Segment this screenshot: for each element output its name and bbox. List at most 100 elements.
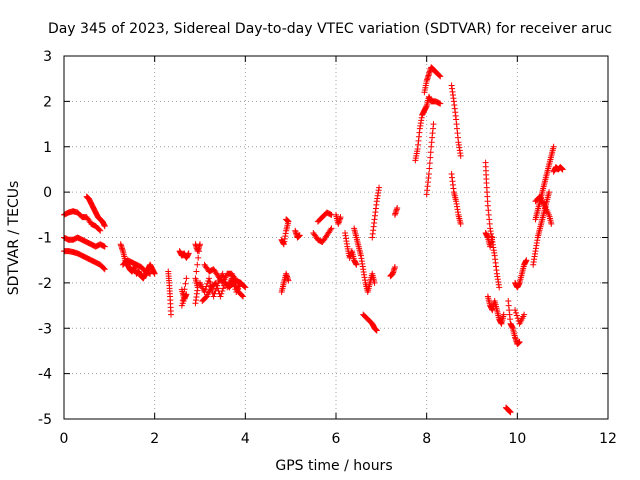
data-series-sdtvar — [61, 64, 566, 416]
data-point — [195, 254, 202, 261]
data-point — [183, 275, 190, 282]
data-point — [436, 72, 443, 79]
y-tick-label: 0 — [43, 185, 52, 201]
data-point — [100, 265, 107, 272]
data-point — [237, 279, 244, 286]
data-point — [425, 170, 432, 177]
data-point — [179, 297, 186, 304]
y-tick-labels: -5 -4 -3 -2 -1 0 1 2 3 — [38, 49, 52, 428]
data-point — [213, 282, 220, 289]
data-point — [241, 283, 248, 290]
x-tick-labels: 0 2 4 6 8 10 12 — [60, 431, 617, 447]
data-point — [240, 293, 247, 300]
data-point — [147, 270, 154, 277]
data-point — [185, 250, 192, 257]
data-point — [513, 312, 520, 319]
data-point — [242, 284, 249, 291]
data-point — [296, 232, 303, 239]
data-point — [559, 166, 566, 173]
data-point — [426, 165, 433, 172]
y-tick-label: 3 — [43, 49, 52, 65]
data-point — [371, 279, 378, 286]
data-point — [427, 149, 434, 156]
data-point — [283, 216, 290, 223]
x-axis-label: GPS time / hours — [275, 458, 392, 474]
y-tick-label: 1 — [43, 140, 52, 156]
data-point — [437, 73, 444, 80]
data-point — [427, 154, 434, 161]
plot-frame — [63, 55, 609, 420]
data-point — [182, 280, 189, 287]
data-point — [193, 268, 200, 275]
data-point — [550, 143, 557, 150]
data-point — [218, 290, 225, 297]
y-axis-label: SDTVAR / TECUs — [6, 181, 22, 296]
data-point — [220, 285, 227, 292]
data-point — [394, 205, 401, 212]
data-point — [96, 226, 103, 233]
data-point — [512, 309, 519, 316]
data-point — [217, 293, 224, 300]
x-tick-label: 12 — [599, 431, 617, 447]
x-tick-label: 2 — [150, 431, 159, 447]
data-point — [337, 214, 344, 221]
y-tick-label: 2 — [43, 94, 52, 110]
data-point — [328, 225, 335, 232]
data-point — [178, 302, 185, 309]
y-tick-label: -2 — [38, 276, 52, 292]
data-point — [507, 409, 514, 416]
data-point — [206, 278, 213, 285]
x-tick-label: 4 — [241, 431, 250, 447]
y-tick-label: -4 — [38, 367, 52, 383]
data-point — [206, 275, 213, 282]
data-point — [457, 220, 464, 227]
data-point — [523, 257, 530, 264]
data-point — [437, 100, 444, 107]
data-point — [521, 311, 528, 318]
data-point — [181, 286, 188, 293]
data-point — [197, 241, 203, 248]
data-point — [489, 234, 496, 241]
data-point — [101, 223, 108, 230]
data-point — [426, 160, 433, 167]
data-point — [219, 288, 226, 295]
grid — [64, 56, 608, 419]
data-point — [192, 300, 199, 307]
data-point — [203, 283, 210, 290]
y-tick-label: -3 — [38, 321, 52, 337]
data-point — [391, 263, 398, 270]
data-point — [201, 288, 208, 295]
data-point — [101, 243, 108, 250]
data-point — [376, 184, 383, 191]
data-point — [167, 311, 174, 318]
data-point — [180, 291, 187, 298]
data-point — [210, 293, 217, 300]
data-point — [285, 277, 292, 284]
data-point — [214, 285, 221, 292]
data-point — [239, 292, 246, 299]
data-point — [353, 261, 360, 268]
data-point — [196, 248, 203, 255]
data-point — [457, 152, 464, 159]
data-point — [373, 327, 380, 334]
data-point — [548, 220, 555, 227]
data-point — [430, 121, 437, 128]
y-tick-label: -1 — [38, 231, 52, 247]
data-point — [546, 189, 553, 196]
data-point — [496, 284, 503, 291]
chart-title: Day 345 of 2023, Sidereal Day-to-day VTE… — [48, 21, 612, 37]
data-point — [101, 266, 108, 273]
data-point — [500, 311, 507, 318]
data-point — [512, 307, 519, 314]
x-tick-label: 8 — [422, 431, 431, 447]
data-point — [516, 338, 523, 345]
data-point — [327, 226, 334, 233]
data-point — [194, 261, 201, 268]
data-point — [97, 227, 104, 234]
y-tick-label: -5 — [38, 412, 52, 428]
data-point — [212, 279, 219, 286]
x-tick-label: 6 — [332, 431, 341, 447]
x-tick-label: 0 — [60, 431, 69, 447]
